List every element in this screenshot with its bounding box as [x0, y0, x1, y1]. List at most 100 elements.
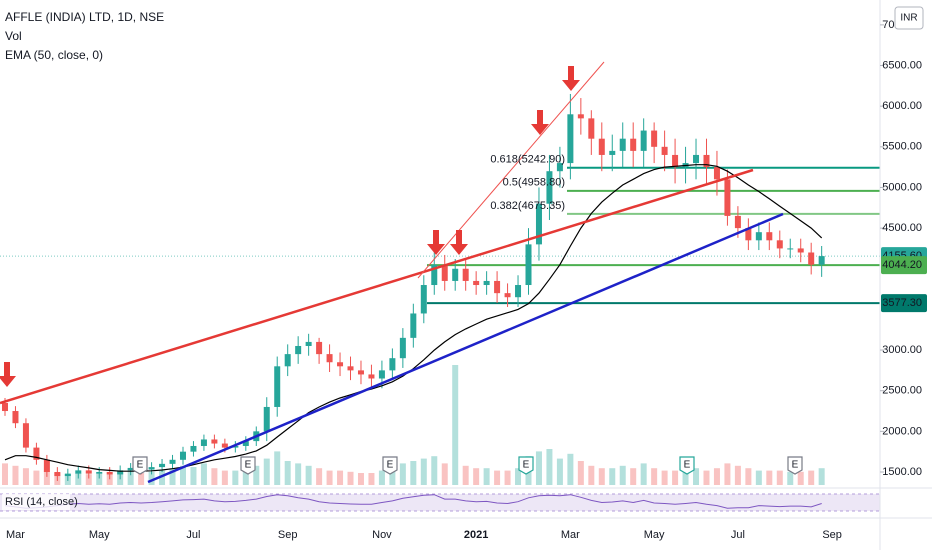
- currency-box[interactable]: [894, 6, 924, 30]
- candle-body: [221, 443, 228, 448]
- volume-bar: [221, 470, 228, 485]
- y-tick-label: 2500.00: [882, 385, 922, 397]
- volume-bar: [515, 468, 522, 485]
- candle-body: [337, 362, 344, 367]
- volume-bar: [2, 463, 8, 485]
- volume-bar: [159, 470, 166, 485]
- volume-bar: [724, 463, 731, 485]
- volume-bar: [640, 463, 647, 485]
- volume-bar: [703, 470, 710, 485]
- volume-bar: [745, 468, 752, 485]
- y-tick-label: 2000.00: [882, 425, 922, 437]
- candle-body: [96, 471, 103, 474]
- candle-body: [713, 167, 720, 180]
- candle-body: [640, 130, 647, 151]
- candle-body: [305, 341, 312, 346]
- candle-body: [787, 248, 794, 250]
- ema-label: EMA (50, close, 0): [5, 48, 103, 62]
- y-tick-label: 1500.00: [882, 466, 922, 478]
- candle-body: [483, 280, 490, 286]
- volume-bar: [682, 470, 689, 485]
- volume-bar: [755, 470, 762, 485]
- volume-bar: [598, 468, 605, 485]
- price-label: 3577.30: [882, 297, 922, 309]
- volume-bar: [305, 465, 312, 485]
- volume-bar: [577, 461, 584, 485]
- volume-bar: [22, 468, 29, 485]
- volume-bar: [734, 465, 741, 485]
- volume-bar: [567, 453, 574, 485]
- earnings-label: E: [387, 460, 394, 471]
- volume-bar: [766, 470, 773, 485]
- volume-bar: [169, 468, 176, 485]
- candle-body: [106, 471, 113, 475]
- candle-body: [776, 240, 783, 249]
- candle-body: [64, 473, 71, 477]
- volume-bar: [588, 465, 595, 485]
- main-pane: [0, 93, 880, 485]
- earnings-label: E: [792, 460, 799, 471]
- volume-bar: [619, 465, 626, 485]
- fib-label: 0.618(5242.90): [490, 154, 565, 166]
- volume-bar: [263, 458, 270, 485]
- candle-body: [54, 471, 61, 477]
- volume-bar: [85, 474, 92, 485]
- volume-bar: [818, 468, 825, 485]
- candle-body: [525, 244, 532, 286]
- volume-bar: [713, 468, 720, 485]
- volume-bar: [483, 468, 490, 485]
- volume-bar: [661, 470, 668, 485]
- volume-bar: [389, 468, 396, 485]
- candle-body: [797, 248, 804, 253]
- volume-bar: [797, 471, 804, 485]
- candle-body: [734, 215, 741, 229]
- candle-body: [211, 439, 218, 444]
- candle-body: [672, 154, 679, 168]
- volume-bar: [546, 449, 553, 485]
- volume-bar: [609, 468, 616, 485]
- volume-label: Vol: [5, 29, 22, 43]
- candle-body: [546, 171, 553, 204]
- candle-body: [200, 439, 207, 446]
- overlay: 1500.00 2000.00 2500.00 3000.00 4500.00 5000.…: [4, 19, 927, 541]
- candle-body: [473, 280, 480, 286]
- candle-body: [598, 138, 605, 155]
- trendline: [0, 168, 754, 405]
- candle-body: [693, 154, 700, 164]
- candle-body: [399, 337, 406, 359]
- volume-bar: [504, 470, 511, 485]
- candle-body: [724, 179, 731, 216]
- channel-line: [417, 61, 605, 279]
- candle-body: [295, 345, 302, 355]
- candle-body: [274, 366, 281, 407]
- volume-bar: [232, 470, 239, 485]
- candle-body: [515, 285, 522, 298]
- earnings-marker: [679, 456, 695, 475]
- volume-bar: [535, 451, 542, 485]
- volume-bar: [284, 461, 291, 485]
- candle-body: [263, 406, 270, 432]
- candle-body: [755, 232, 762, 241]
- candle-body: [504, 293, 511, 298]
- candle-body: [347, 366, 354, 371]
- volume-bar: [368, 473, 375, 485]
- candle-body: [462, 268, 469, 281]
- x-tick-label: Mar: [561, 529, 580, 541]
- rsi-label-bg: [2, 494, 70, 510]
- fib-label: 0.382(4675.35): [490, 200, 565, 212]
- rsi-label: RSI (14, close): [5, 496, 78, 508]
- candle-body: [389, 358, 396, 371]
- volume-bar: [787, 471, 794, 485]
- volume-bar: [462, 465, 469, 485]
- candle-body: [420, 285, 427, 314]
- candle-body: [452, 268, 459, 281]
- volume-bar: [808, 470, 815, 485]
- candle-body: [818, 256, 825, 265]
- candle-body: [284, 354, 291, 367]
- volume-bar: [399, 463, 406, 485]
- candle-body: [2, 402, 8, 412]
- candle-body: [567, 114, 574, 164]
- candle-body: [33, 447, 40, 460]
- candle-body: [441, 264, 448, 281]
- volume-bar: [337, 470, 344, 485]
